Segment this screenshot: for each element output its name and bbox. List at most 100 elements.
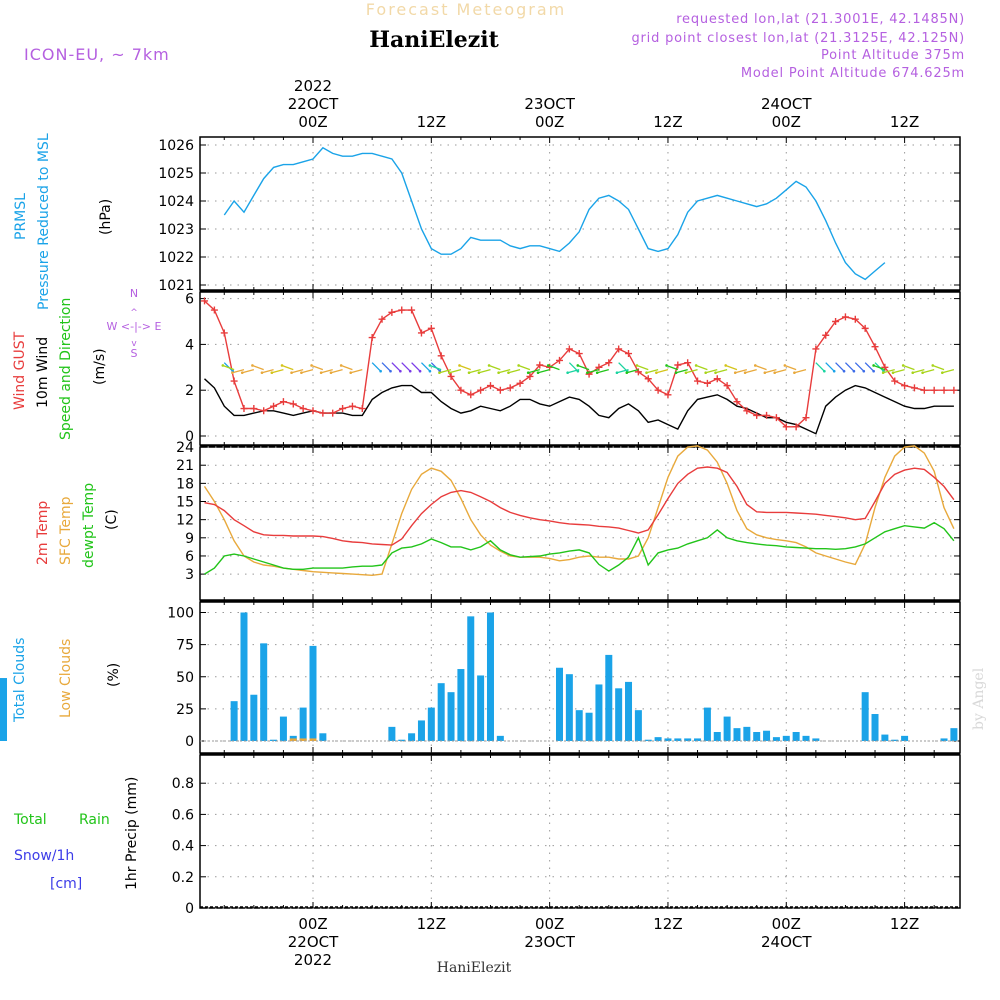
pressure-label-2: Pressure Reduced to MSL: [36, 133, 52, 310]
wind-dir-arrowhead: [231, 371, 234, 374]
total-cloud-bar: [772, 737, 780, 741]
gust-marker: [289, 400, 297, 408]
ytick-label: 50: [176, 670, 194, 686]
gust-marker: [664, 391, 672, 399]
total-cloud-bar: [417, 720, 425, 741]
wind-dir-arrowhead: [891, 371, 895, 374]
ytick-label: 1026: [158, 138, 194, 154]
wind-dir-arrow: [873, 364, 886, 371]
gust-marker: [901, 382, 909, 390]
wind-dir-arrowhead: [270, 371, 274, 374]
data-marks: [0, 146, 960, 908]
bottom-time-label: 00Z: [535, 915, 564, 933]
top-time-label: 22OCT: [288, 95, 339, 113]
total-cloud-bar: [496, 735, 504, 741]
wind-dir-arrow: [340, 364, 353, 371]
chart-title: Forecast Meteogram: [366, 0, 566, 19]
gust-marker: [506, 384, 514, 392]
total-cloud-bar: [891, 739, 899, 741]
wind-dir-arrowhead: [576, 364, 580, 367]
ytick-label: 2: [185, 383, 194, 399]
total-cloud-bar: [270, 739, 278, 741]
wind-dir-arrow: [261, 368, 274, 374]
wind-dir-arrowhead: [221, 364, 225, 367]
bottom-time-label: 12Z: [890, 915, 919, 933]
wind-dir-arrow: [537, 368, 550, 374]
wind-dir-arrowhead: [911, 371, 915, 374]
ytick-label: 6: [185, 292, 194, 308]
gust-marker: [526, 372, 534, 380]
total-cloud-bar: [595, 684, 603, 741]
gust-marker: [496, 386, 504, 394]
total-cloud-bar: [398, 739, 406, 741]
wind-dir-arrow: [320, 368, 333, 374]
wind-dir-arrowhead: [753, 364, 757, 367]
total-cloud-bar: [437, 683, 445, 741]
precip-unit: 1hr Precip (mm): [124, 777, 140, 890]
ytick-label: 6: [185, 549, 194, 565]
total-cloud-bar: [684, 738, 692, 741]
wind-dir-arrowhead: [497, 371, 500, 374]
wind-dir-arrow: [311, 364, 324, 371]
watermark: by Angel: [971, 667, 987, 730]
wind-dir-arrowhead: [783, 364, 787, 367]
gust-marker: [605, 359, 613, 367]
gust-marker: [891, 377, 899, 385]
wind-dir-arrowhead: [319, 371, 323, 374]
ytick-label: 18: [176, 476, 194, 492]
precip-labels: Total Rain Snow/1h [cm] 1hr Precip (mm): [13, 777, 140, 892]
gust-marker: [398, 306, 406, 314]
station-name: HaniElezit: [369, 27, 499, 53]
wind-dir-arrowhead: [467, 371, 471, 374]
gust-marker: [822, 331, 830, 339]
wind-dir-arrowhead: [931, 364, 935, 367]
wind-dir-arrowhead: [684, 371, 688, 374]
wind-dir-arrow: [242, 368, 255, 374]
wind-dir-arrowhead: [428, 364, 432, 367]
total-cloud-bar: [240, 612, 248, 741]
top-time-label: 12Z: [417, 113, 446, 131]
gust-marker: [713, 375, 721, 383]
gust-marker: [417, 329, 425, 337]
wind-dir-arrow: [232, 368, 245, 374]
bottom-time-label: 00Z: [298, 915, 327, 933]
wind-dir-arrow: [597, 368, 609, 374]
total-cloud-bar: [408, 733, 416, 741]
wind-dir-arrow: [764, 368, 777, 374]
wind-dir-arrow: [381, 362, 391, 372]
wind-dir-arrowhead: [635, 364, 639, 367]
wind-dir-arrowhead: [832, 369, 836, 373]
ytick-label: 0: [185, 429, 194, 445]
wind-dir-arrow: [715, 368, 728, 374]
wind-dir-arrow: [892, 368, 905, 374]
low-cloud-bar: [299, 738, 307, 741]
gust-marker: [210, 306, 218, 314]
total-cloud-bar: [299, 707, 307, 741]
gust-marker: [260, 407, 268, 415]
wind-dir-arrow: [478, 368, 491, 374]
gust-marker: [279, 398, 287, 406]
gust-marker: [388, 308, 396, 316]
gust-marker: [881, 363, 889, 371]
wind-dir-arrow: [488, 364, 501, 371]
wind-10m-label: 10m Wind: [35, 337, 51, 408]
total-cloud-bar: [447, 692, 455, 741]
bottom-time-label: 2022: [294, 951, 332, 969]
requested-coords: requested lon,lat (21.3001E, 42.1485N): [676, 12, 965, 27]
total-cloud-bar: [388, 726, 396, 741]
wind-dir-arrowhead: [793, 371, 796, 374]
gust-marker: [408, 306, 416, 314]
wind-dir-arrow: [912, 368, 925, 374]
gust-marker: [654, 386, 662, 394]
gust-marker: [467, 391, 475, 399]
gust-marker: [694, 377, 702, 385]
ytick-label: 25: [176, 702, 194, 718]
wind-dir-arrow: [815, 362, 825, 372]
gust-marker: [270, 402, 278, 410]
wind-dir-arrow: [301, 368, 314, 374]
grid-lines: [200, 137, 960, 909]
wind-dir-arrowhead: [595, 371, 599, 374]
wind-dir-arrow: [656, 368, 669, 374]
gust-marker: [733, 398, 741, 406]
gust-marker: [457, 386, 465, 394]
